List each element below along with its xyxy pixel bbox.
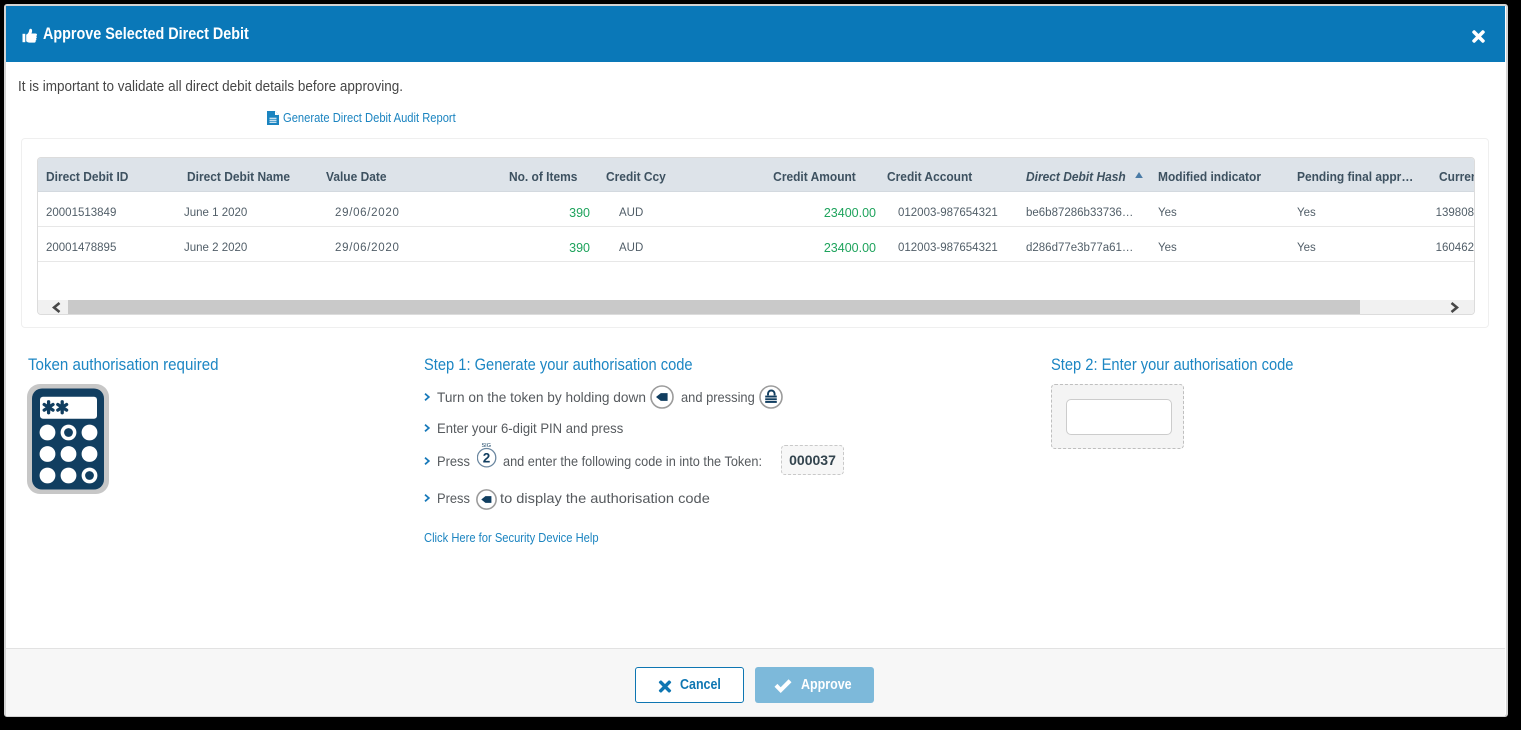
svg-text:2: 2	[483, 451, 491, 466]
svg-text:SIG: SIG	[482, 443, 491, 449]
